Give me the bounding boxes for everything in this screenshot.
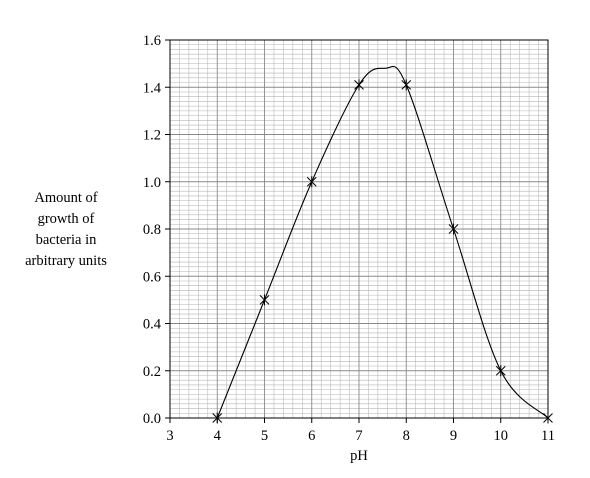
data-point-marker — [354, 79, 364, 91]
y-tick-label: 0.2 — [143, 364, 161, 380]
y-axis-label-line: growth of — [37, 211, 95, 227]
x-tick-label: 8 — [403, 428, 410, 444]
x-tick-label: 9 — [450, 428, 457, 444]
x-axis-label: pH — [350, 448, 368, 464]
axis-ticks — [165, 39, 549, 423]
y-tick-label: 0.8 — [143, 222, 161, 238]
x-tick-label: 5 — [261, 428, 268, 444]
y-tick-label: 0.4 — [143, 317, 162, 333]
x-tick-labels: 3 4 5 6 7 8 9 10 11 — [166, 428, 555, 444]
x-tick-label: 6 — [308, 428, 315, 444]
x-tick-label: 4 — [214, 428, 222, 444]
y-tick-label: 1.6 — [143, 33, 161, 49]
y-tick-label: 1.2 — [143, 128, 161, 144]
data-point-marker — [448, 223, 459, 235]
data-point-marker — [306, 176, 317, 188]
y-axis-label-line: bacteria in — [35, 232, 97, 248]
y-tick-label: 1.4 — [143, 80, 162, 96]
y-tick-label: 0.0 — [143, 411, 161, 427]
x-tick-label: 3 — [166, 428, 173, 444]
x-tick-label: 11 — [541, 428, 555, 444]
x-tick-label: 10 — [494, 428, 509, 444]
data-point-marker — [259, 294, 270, 306]
y-axis-label-line: arbitrary units — [25, 253, 107, 269]
y-tick-label: 1.0 — [143, 175, 161, 191]
data-points — [212, 79, 553, 424]
y-axis-label: Amount of growth of bacteria in arbitrar… — [10, 188, 122, 272]
data-point-marker — [212, 412, 223, 424]
growth-curve — [216, 65, 549, 419]
data-point-marker — [401, 79, 412, 91]
y-tick-labels: 0.0 0.2 0.4 0.6 0.8 1.0 1.2 1.4 1.6 — [143, 33, 162, 427]
x-tick-label: 7 — [355, 428, 362, 444]
y-tick-label: 0.6 — [143, 269, 161, 285]
data-point-marker — [495, 365, 506, 377]
y-axis-label-line: Amount of — [34, 190, 98, 206]
data-point-marker — [543, 412, 553, 424]
